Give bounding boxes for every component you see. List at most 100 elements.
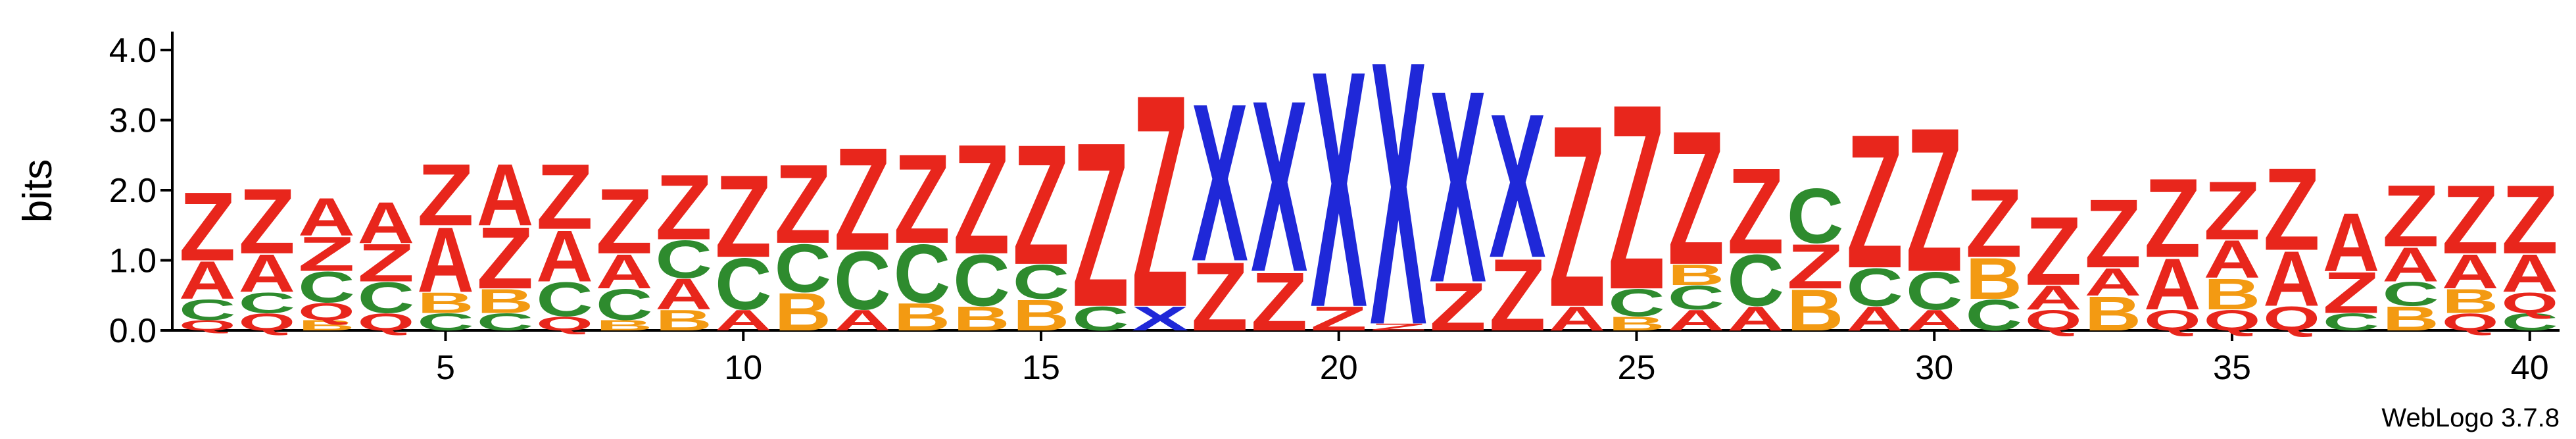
logo-letter-c: C xyxy=(834,234,891,328)
logo-letter-b: B xyxy=(775,282,832,342)
logo-letter-b: B xyxy=(1787,278,1844,344)
logo-letter-b: B xyxy=(298,317,355,334)
logo-letter-q: Q xyxy=(179,317,236,334)
logo-letter-a: A xyxy=(2204,229,2261,290)
logo-letter-c: C xyxy=(358,273,415,323)
y-axis-label: bits xyxy=(15,159,61,222)
logo-letter-b: B xyxy=(894,296,951,340)
logo-letter-a: A xyxy=(2382,238,2439,292)
logo-letter-x: X xyxy=(1251,50,1308,323)
logo-letter-a: A xyxy=(536,215,593,297)
logo-letter-z: Z xyxy=(1013,109,1070,301)
logo-letter-z: Z xyxy=(2204,165,2261,257)
logo-letter-z: Z xyxy=(2144,156,2201,282)
logo-letter-c: C xyxy=(1013,255,1070,310)
logo-letter-z: Z xyxy=(2501,165,2558,274)
logo-letter-q: Q xyxy=(239,308,296,336)
logo-letter-q: Q xyxy=(358,308,415,336)
logo-letter-c: C xyxy=(894,227,951,321)
logo-letter-z: Z xyxy=(1310,299,1367,338)
logo-letter-z: Z xyxy=(417,146,474,245)
logo-letter-a: A xyxy=(1549,299,1606,338)
logo-letter-q: Q xyxy=(2501,286,2558,319)
logo-letter-c: C xyxy=(2323,308,2380,335)
y-tick-label: 3.0 xyxy=(109,102,157,140)
logo-letter-z: Z xyxy=(2442,165,2499,274)
logo-letter-z: Z xyxy=(834,117,891,282)
logo-letter-c: C xyxy=(1072,299,1129,338)
logo-letter-c: C xyxy=(775,230,832,307)
logo-letter-z: Z xyxy=(298,226,355,281)
logo-letter-a: A xyxy=(1846,299,1903,338)
logo-letter-q: Q xyxy=(2263,299,2320,338)
logo-letter-a: A xyxy=(2323,196,2380,290)
logo-letter-z: Z xyxy=(1966,168,2023,278)
logo-letter-x: X xyxy=(1310,1,1367,378)
logo-letter-c: C xyxy=(1668,278,1725,317)
logo-letter-x: X xyxy=(1430,34,1487,340)
logo-stacks: QCAZQCAZBQCZAQCZACBAZCBZAQCAZBCAZBACZACZ… xyxy=(179,0,2558,403)
logo-letter-c: C xyxy=(715,243,772,325)
logo-letter-a: A xyxy=(1727,299,1784,338)
logo-letter-z: Z xyxy=(477,209,534,308)
logo-letter-b: B xyxy=(477,282,534,321)
logo-letter-x: X xyxy=(1370,0,1427,403)
logo-letter-z: Z xyxy=(953,112,1010,287)
x-axis-ticks: 5 10 15 20 25 30 35 40 xyxy=(436,330,2549,387)
logo-letter-c: C xyxy=(239,286,296,319)
logo-letter-b: B xyxy=(2382,299,2439,338)
x-tick-label: 5 xyxy=(436,349,455,387)
logo-letter-b: B xyxy=(655,304,712,337)
logo-letter-c: C xyxy=(953,240,1010,322)
logo-letter-c: C xyxy=(179,294,236,326)
logo-letter-z: Z xyxy=(1787,230,1844,301)
logo-letter-a: A xyxy=(596,245,653,299)
logo-letter-c: C xyxy=(596,280,653,329)
logo-letter-c: C xyxy=(417,308,474,335)
y-tick-label: 1.0 xyxy=(109,242,157,280)
logo-letter-q: Q xyxy=(2204,303,2261,336)
logo-letter-c: C xyxy=(1787,172,1844,260)
logo-letter-z: Z xyxy=(1489,238,1546,353)
logo-letter-z: Z xyxy=(2323,260,2380,326)
logo-letter-b: B xyxy=(2204,269,2261,319)
logo-letter-z: Z xyxy=(596,169,653,273)
logo-letter-b: B xyxy=(953,299,1010,338)
logo-letter-a: A xyxy=(2085,260,2142,304)
logo-letter-a: A xyxy=(477,145,534,244)
logo-letter-a: A xyxy=(2144,243,2201,325)
logo-letter-a: A xyxy=(1668,304,1725,337)
logo-letter-z: Z xyxy=(2382,167,2439,266)
logo-letter-c: C xyxy=(1727,240,1784,322)
logo-letter-a: A xyxy=(298,187,355,247)
logo-letter-q: Q xyxy=(2442,308,2499,336)
logo-letter-a: A xyxy=(358,190,415,256)
logo-letter-z: Z xyxy=(1072,93,1129,356)
logo-letter-x: X xyxy=(1191,57,1248,308)
logo-letter-z: Z xyxy=(1430,269,1487,345)
logo-letter-b: B xyxy=(417,286,474,319)
x-tick-label: 10 xyxy=(724,349,762,387)
logo-letter-x: X xyxy=(1132,299,1189,338)
x-tick-label: 40 xyxy=(2511,349,2549,387)
logo-letter-z: Z xyxy=(894,128,951,270)
logo-letter-z: Z xyxy=(775,142,832,267)
weblogo-credit: WebLogo 3.7.8 xyxy=(2381,403,2560,432)
logo-letter-a: A xyxy=(2442,245,2499,299)
logo-letter-z: Z xyxy=(179,172,236,281)
logo-letter-a: A xyxy=(834,304,891,337)
y-axis-ticks: 0.0 1.0 2.0 3.0 4.0 xyxy=(109,32,172,350)
logo-letter-a: A xyxy=(2263,236,2320,323)
logo-letter-z: Z xyxy=(715,151,772,282)
logo-letter-z: Z xyxy=(239,169,296,273)
logo-letter-c: C xyxy=(2501,308,2558,335)
x-tick-label: 20 xyxy=(1320,349,1358,387)
logo-letter-z: Z xyxy=(1727,143,1784,280)
logo-letter-b: B xyxy=(1608,313,1665,334)
logo-letter-q: Q xyxy=(298,297,355,325)
logo-letter-b: B xyxy=(1668,259,1725,292)
logo-letter-a: A xyxy=(715,304,772,337)
logo-letter-b: B xyxy=(1966,246,2023,312)
logo-letter-z: Z xyxy=(1370,322,1427,333)
